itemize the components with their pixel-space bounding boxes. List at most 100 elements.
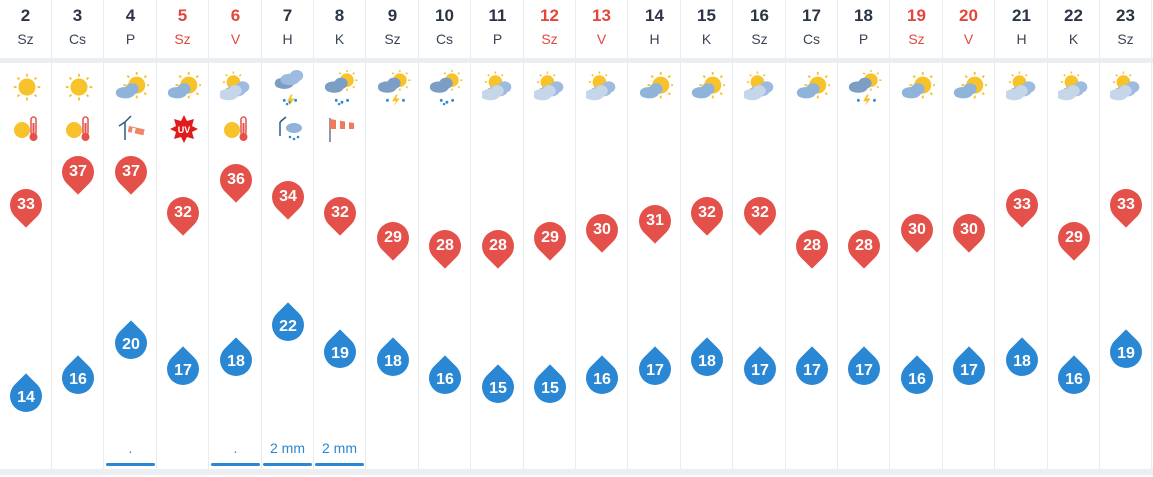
day-column[interactable]: 18 P 28 17 — [838, 0, 890, 470]
day-number: 9 — [387, 6, 398, 25]
day-name: Sz — [1117, 31, 1134, 47]
day-number: 10 — [435, 6, 454, 25]
day-number: 16 — [750, 6, 769, 25]
day-name: Sz — [384, 31, 401, 47]
day-number: 2 — [20, 6, 31, 25]
day-column[interactable]: 4 P 37 20. — [105, 0, 157, 470]
day-column[interactable]: 5 Sz UV 32 17 — [157, 0, 209, 470]
day-column[interactable]: 16 Sz 32 17 — [734, 0, 786, 470]
svg-text:UV: UV — [178, 125, 191, 135]
day-number: 23 — [1116, 6, 1135, 25]
day-column[interactable]: 8 K 32 19 2 mm — [314, 0, 366, 470]
min-temp-label: 14 — [17, 389, 35, 406]
day-number: 8 — [334, 6, 345, 25]
sun-rain-icon — [429, 69, 463, 106]
day-name: V — [963, 31, 974, 47]
day-name: H — [649, 31, 660, 47]
min-temp-label: 15 — [541, 380, 559, 398]
max-temp-label: 32 — [174, 204, 192, 222]
partly-cloudy-icon — [796, 70, 831, 106]
day-number: 12 — [540, 6, 559, 25]
cloudy-sunny-icon — [1057, 70, 1092, 106]
partly-cloudy-icon — [691, 70, 726, 106]
uv-warning-icon[interactable]: UV — [169, 114, 199, 144]
thunderstorm-icon — [848, 69, 882, 106]
day-column[interactable]: 11 P 28 15 — [472, 0, 524, 470]
partly-cloudy-icon — [115, 70, 150, 106]
max-temp-label: 29 — [1065, 228, 1083, 246]
max-temp-label: 37 — [122, 163, 140, 181]
precip-amount: . — [233, 440, 238, 456]
min-temp-label: 19 — [331, 344, 349, 362]
day-number: 3 — [72, 6, 83, 25]
day-column[interactable]: 10 Cs 28 16 — [419, 0, 471, 470]
day-column[interactable]: 13 V 30 16 — [576, 0, 628, 470]
day-column[interactable]: 6 V 36 18. — [210, 0, 262, 470]
min-temp-label: 17 — [751, 362, 769, 380]
day-column[interactable]: 17 Cs 28 17 — [786, 0, 838, 470]
heat-warning-icon[interactable] — [64, 114, 94, 144]
day-name: Sz — [541, 31, 558, 47]
partly-cloudy-icon — [167, 70, 202, 106]
day-column[interactable]: 19 Sz 30 16 — [891, 0, 943, 470]
day-number: 6 — [230, 6, 241, 25]
storm-warning-icon[interactable] — [274, 114, 304, 144]
max-temp-label: 32 — [751, 204, 769, 222]
max-temp-label: 30 — [908, 220, 926, 238]
day-name: V — [230, 31, 241, 47]
cloudy-sunny-icon — [743, 70, 778, 106]
day-column[interactable]: 14 H 31 17 — [629, 0, 681, 470]
day-number: 13 — [592, 6, 611, 25]
sun-icon — [10, 70, 44, 106]
day-column[interactable]: 2 Sz 33 14 — [0, 0, 52, 470]
windsock-icon[interactable] — [326, 114, 356, 144]
max-temp-label: 32 — [698, 204, 716, 222]
partly-cloudy-icon — [639, 70, 674, 106]
cloudy-sunny-icon — [1109, 70, 1144, 106]
day-column[interactable]: 15 K 32 18 — [681, 0, 733, 470]
day-number: 18 — [854, 6, 873, 25]
min-temp-label: 15 — [489, 380, 507, 398]
day-number: 17 — [802, 6, 821, 25]
cloudy-sunny-icon — [533, 70, 568, 106]
day-name: Sz — [908, 31, 925, 47]
day-column[interactable]: 7 H 34 22 2 mm — [262, 0, 314, 470]
day-name: Cs — [435, 31, 454, 47]
day-name: H — [1016, 31, 1027, 47]
day-number: 20 — [959, 6, 978, 25]
max-temp-label: 34 — [279, 187, 297, 205]
cloudy-sunny-icon — [585, 70, 620, 106]
day-column[interactable]: 9 Sz 29 18 — [367, 0, 419, 470]
wind-warning-icon[interactable] — [117, 114, 147, 144]
min-temp-label: 16 — [593, 371, 611, 389]
min-temp-label: 16 — [69, 371, 87, 389]
sun-rain-icon — [324, 69, 358, 106]
min-temp-label: 18 — [1013, 353, 1031, 371]
precip-amount: 2 mm — [322, 440, 357, 456]
day-name: H — [282, 31, 293, 47]
day-column[interactable]: 22 K 29 16 — [1048, 0, 1100, 470]
min-temp-label: 18 — [384, 353, 402, 371]
day-number: 15 — [697, 6, 716, 25]
max-temp-label: 28 — [436, 237, 454, 254]
max-temp-label: 28 — [855, 237, 873, 254]
day-column[interactable]: 23 Sz 33 19 — [1100, 0, 1152, 470]
min-temp-label: 20 — [122, 335, 140, 353]
day-column[interactable]: 3 Cs 37 16 — [52, 0, 104, 470]
day-name: P — [125, 31, 136, 47]
day-number: 5 — [177, 6, 188, 25]
min-temp-label: 19 — [1117, 344, 1135, 362]
min-temp-label: 18 — [698, 353, 716, 371]
day-number: 4 — [125, 6, 136, 25]
max-temp-label: 30 — [960, 220, 978, 238]
min-temp-label: 16 — [436, 371, 454, 389]
max-temp-label: 28 — [803, 237, 821, 254]
max-temp-label: 33 — [1117, 196, 1135, 213]
day-name: Sz — [174, 31, 191, 47]
day-column[interactable]: 12 Sz 29 15 — [524, 0, 576, 470]
day-column[interactable]: 20 V 30 17 — [943, 0, 995, 470]
heat-warning-icon[interactable] — [222, 114, 252, 144]
day-column[interactable]: 21 H 33 18 — [996, 0, 1048, 470]
heat-warning-icon[interactable] — [12, 114, 42, 144]
precip-bar — [315, 463, 364, 466]
